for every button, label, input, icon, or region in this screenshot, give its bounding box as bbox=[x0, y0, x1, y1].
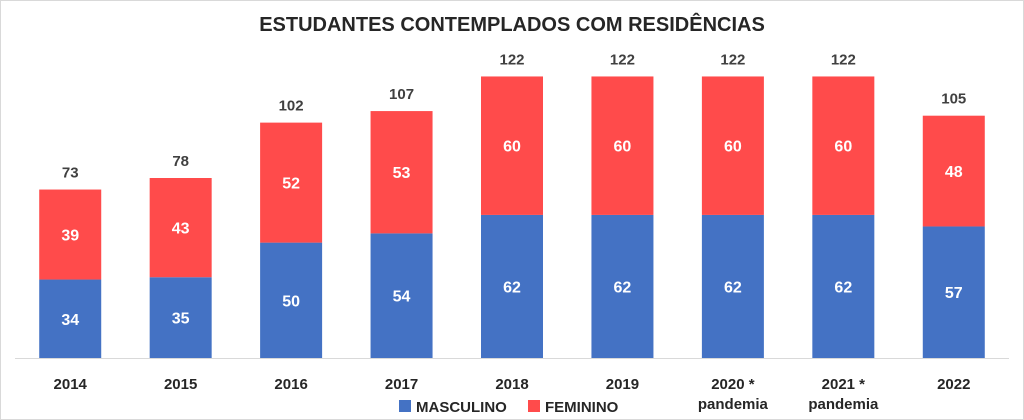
bar-feminino-5 bbox=[591, 76, 654, 215]
bar-feminino-6 bbox=[701, 76, 764, 215]
data-label-masculino-1: 35 bbox=[172, 311, 190, 328]
bar-masculino-0 bbox=[39, 279, 102, 358]
bar-masculino-1 bbox=[149, 277, 212, 358]
bar-feminino-0 bbox=[39, 189, 102, 280]
data-label-masculino-8: 57 bbox=[945, 285, 963, 302]
legend: MASCULINO FEMININO bbox=[399, 399, 619, 416]
total-label-7: 122 bbox=[831, 51, 856, 68]
chart-title: ESTUDANTES CONTEMPLADOS COM RESIDÊNCIAS bbox=[259, 12, 765, 36]
legend-label-masculino: MASCULINO bbox=[416, 399, 507, 416]
bar-masculino-5 bbox=[591, 214, 654, 358]
x-tick-label-1: 2015 bbox=[164, 376, 197, 393]
total-label-8: 105 bbox=[941, 91, 966, 108]
data-label-masculino-0: 34 bbox=[61, 312, 79, 329]
data-label-feminino-1: 43 bbox=[172, 221, 190, 238]
data-label-masculino-2: 50 bbox=[282, 293, 300, 310]
total-label-5: 122 bbox=[610, 51, 635, 68]
x-tick-label-6-line2: pandemia bbox=[698, 396, 769, 413]
total-label-3: 107 bbox=[389, 86, 414, 103]
bar-feminino-8 bbox=[922, 115, 985, 227]
bar-masculino-7 bbox=[812, 214, 875, 358]
data-label-masculino-5: 62 bbox=[614, 279, 632, 296]
data-label-feminino-8: 48 bbox=[945, 164, 963, 181]
data-label-masculino-7: 62 bbox=[834, 279, 852, 296]
legend-swatch-feminino bbox=[528, 400, 540, 412]
x-tick-label-0: 2014 bbox=[54, 376, 88, 393]
total-label-0: 73 bbox=[62, 165, 79, 182]
data-label-feminino-6: 60 bbox=[724, 139, 742, 156]
x-tick-label-7: 2021 * bbox=[822, 376, 866, 393]
bar-masculino-6 bbox=[701, 214, 764, 358]
bar-masculino-3 bbox=[370, 233, 433, 358]
bar-feminino-1 bbox=[149, 178, 212, 278]
x-tick-label-3: 2017 bbox=[385, 376, 418, 393]
data-label-masculino-3: 54 bbox=[393, 289, 411, 306]
bar-feminino-3 bbox=[370, 111, 433, 234]
x-tick-label-6: 2020 * bbox=[711, 376, 755, 393]
plot-area: 34 39 73 2014 35 43 78 2015 50 52 102 2016 54 53 107 20… bbox=[39, 51, 985, 413]
total-label-6: 122 bbox=[720, 51, 745, 68]
bar-masculino-4 bbox=[481, 214, 543, 358]
x-tick-label-7-line2: pandemia bbox=[808, 396, 879, 413]
x-tick-label-5: 2019 bbox=[606, 376, 639, 393]
data-label-masculino-4: 62 bbox=[503, 279, 521, 296]
x-tick-label-8: 2022 bbox=[937, 376, 970, 393]
bar-feminino-4 bbox=[481, 76, 543, 215]
total-label-2: 102 bbox=[279, 98, 304, 115]
bar-masculino-8 bbox=[922, 226, 985, 358]
legend-label-feminino: FEMININO bbox=[545, 399, 619, 416]
data-label-feminino-5: 60 bbox=[614, 139, 632, 156]
data-label-feminino-0: 39 bbox=[61, 228, 79, 245]
x-tick-label-4: 2018 bbox=[495, 376, 528, 393]
data-label-masculino-6: 62 bbox=[724, 279, 742, 296]
data-label-feminino-4: 60 bbox=[503, 139, 521, 156]
x-tick-label-2: 2016 bbox=[274, 376, 307, 393]
data-label-feminino-3: 53 bbox=[393, 165, 411, 182]
total-label-1: 78 bbox=[172, 153, 189, 170]
data-label-feminino-7: 60 bbox=[834, 139, 852, 156]
total-label-4: 122 bbox=[499, 51, 524, 68]
data-label-feminino-2: 52 bbox=[282, 176, 300, 193]
bar-feminino-7 bbox=[812, 76, 875, 215]
legend-swatch-masculino bbox=[399, 400, 411, 412]
bar-feminino-2 bbox=[260, 122, 323, 243]
bar-masculino-2 bbox=[260, 242, 323, 358]
